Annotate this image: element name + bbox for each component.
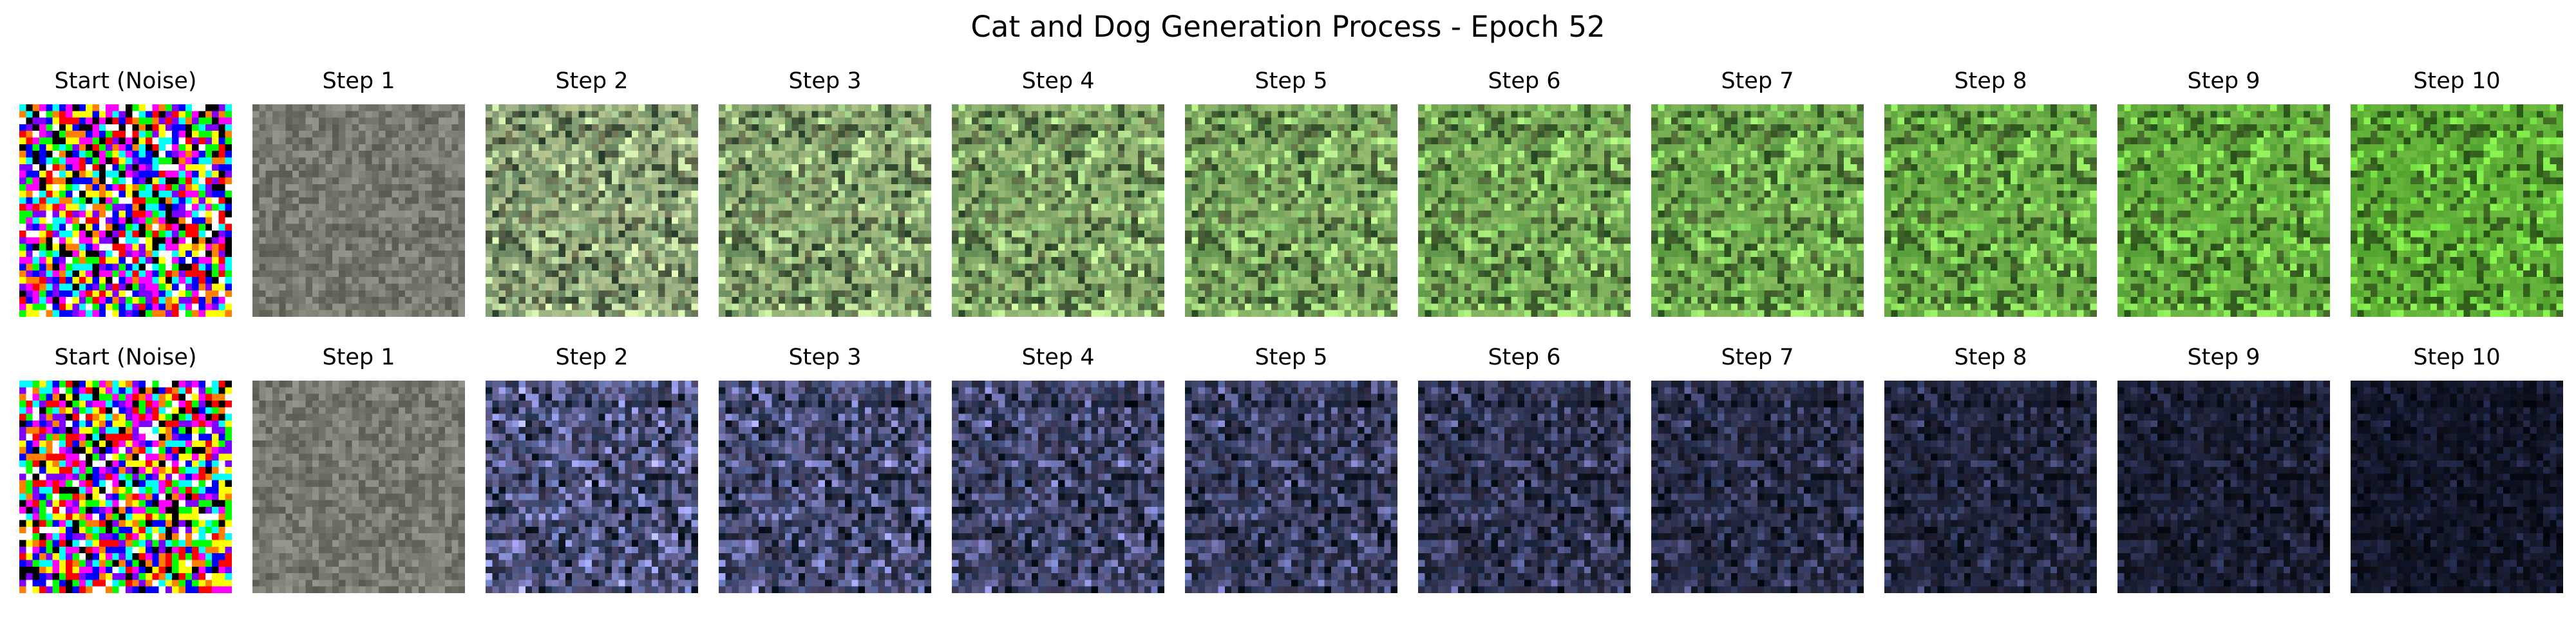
panel-row2-col2: Step 1 — [252, 343, 465, 593]
panel-title: Step 4 — [1021, 68, 1095, 94]
panel-title: Step 2 — [555, 345, 629, 370]
panel-title: Step 4 — [1021, 345, 1095, 370]
panel-title: Step 2 — [555, 68, 629, 94]
panel-row1-col4: Step 3 — [719, 67, 931, 317]
panel-title: Step 1 — [322, 68, 395, 94]
generated-image — [952, 381, 1164, 593]
panel-title: Step 5 — [1255, 68, 1328, 94]
panel-title: Step 9 — [2187, 68, 2260, 94]
generated-image — [1884, 104, 2097, 317]
panel-title: Start (Noise) — [54, 345, 197, 370]
generated-image — [486, 381, 698, 593]
generated-image — [2117, 104, 2330, 317]
panel-row1-col5: Step 4 — [952, 67, 1164, 317]
panel-row1-col10: Step 9 — [2117, 67, 2330, 317]
panel-row2-col1: Start (Noise) — [19, 343, 232, 593]
panel-row1-col1: Start (Noise) — [19, 67, 232, 317]
panel-row2-col4: Step 3 — [719, 343, 931, 593]
panel-row2-col3: Step 2 — [486, 343, 698, 593]
panel-row2-col6: Step 5 — [1185, 343, 1397, 593]
generated-image — [486, 104, 698, 317]
generated-image — [952, 104, 1164, 317]
generated-image — [2351, 381, 2563, 593]
panel-title: Step 10 — [2413, 68, 2501, 94]
generated-image — [1418, 381, 1631, 593]
panel-row1-col11: Step 10 — [2351, 67, 2563, 317]
panel-title: Step 3 — [788, 345, 862, 370]
panel-row1-col3: Step 2 — [486, 67, 698, 317]
panel-title: Start (Noise) — [54, 68, 197, 94]
generated-image — [2351, 104, 2563, 317]
generated-image — [1884, 381, 2097, 593]
panel-title: Step 7 — [1721, 345, 1794, 370]
figure-title: Cat and Dog Generation Process - Epoch 5… — [971, 10, 1605, 44]
panel-row2-col9: Step 8 — [1884, 343, 2097, 593]
generated-image — [1418, 104, 1631, 317]
generated-image — [1185, 104, 1397, 317]
generated-image — [19, 381, 232, 593]
generated-image — [252, 104, 465, 317]
panel-row1-col9: Step 8 — [1884, 67, 2097, 317]
generated-image — [19, 104, 232, 317]
panel-row2-col8: Step 7 — [1651, 343, 1864, 593]
panel-title: Step 7 — [1721, 68, 1794, 94]
generated-image — [719, 381, 931, 593]
generated-image — [719, 104, 931, 317]
panel-title: Step 10 — [2413, 345, 2501, 370]
panel-row2-col5: Step 4 — [952, 343, 1164, 593]
panel-title: Step 8 — [1954, 345, 2027, 370]
generated-image — [252, 381, 465, 593]
panel-row1-col8: Step 7 — [1651, 67, 1864, 317]
panel-title: Step 8 — [1954, 68, 2027, 94]
panel-row2-col10: Step 9 — [2117, 343, 2330, 593]
panel-title: Step 6 — [1488, 345, 1561, 370]
panel-row2-col11: Step 10 — [2351, 343, 2563, 593]
panel-row2-col7: Step 6 — [1418, 343, 1631, 593]
generated-image — [2117, 381, 2330, 593]
panel-title: Step 9 — [2187, 345, 2260, 370]
panel-title: Step 3 — [788, 68, 862, 94]
panel-title: Step 1 — [322, 345, 395, 370]
panel-row1-col7: Step 6 — [1418, 67, 1631, 317]
generated-image — [1185, 381, 1397, 593]
panel-row1-col2: Step 1 — [252, 67, 465, 317]
generated-image — [1651, 104, 1864, 317]
panel-title: Step 6 — [1488, 68, 1561, 94]
generated-image — [1651, 381, 1864, 593]
panel-title: Step 5 — [1255, 345, 1328, 370]
panel-row1-col6: Step 5 — [1185, 67, 1397, 317]
